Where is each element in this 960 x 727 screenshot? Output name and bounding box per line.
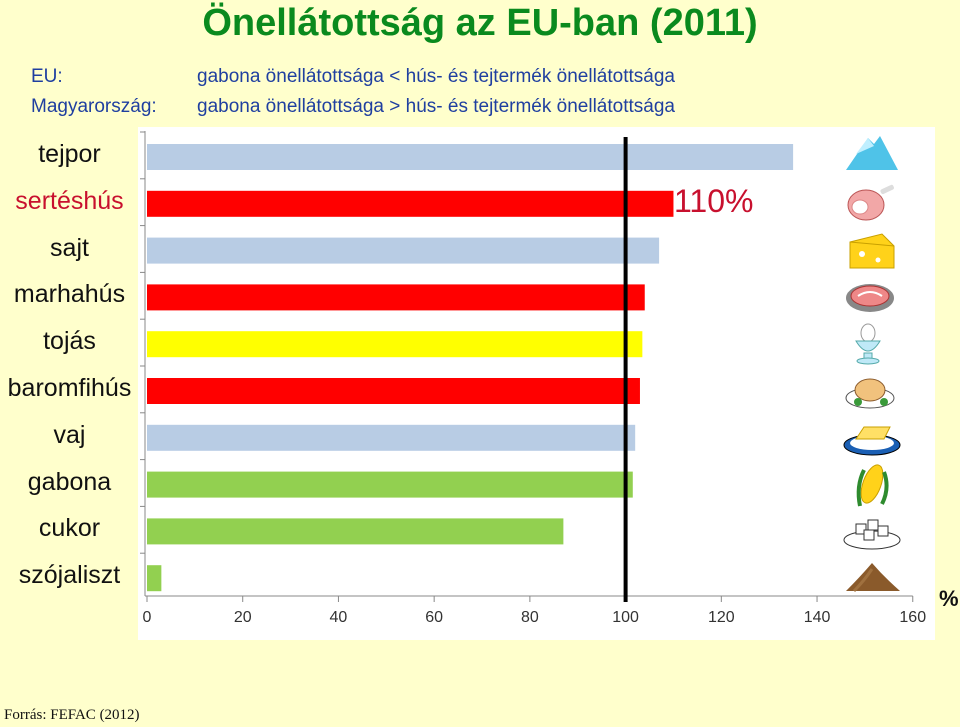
x-tick-label: 0 [143, 609, 152, 626]
x-tick-label: 100 [612, 609, 639, 626]
subtitle-eu-text: gabona önellátottsága < hús- és tejtermé… [197, 66, 675, 87]
subtitle-hungary-label: Magyarország: [31, 96, 157, 117]
x-tick-label: 60 [425, 609, 443, 626]
category-label-sajt: sajt [50, 233, 89, 262]
x-tick-label: 120 [708, 609, 735, 626]
ham-icon [847, 184, 894, 221]
bar-szójaliszt [147, 565, 162, 592]
bar-tojás [147, 331, 643, 358]
category-label-szójaliszt: szójaliszt [18, 561, 121, 590]
bar-cukor [147, 518, 564, 545]
butter-dish-icon [843, 426, 901, 456]
steak-icon [846, 284, 894, 313]
category-label-tojás: tojás [43, 327, 96, 356]
x-tick-label: 20 [234, 609, 252, 626]
category-label-cukor: cukor [38, 514, 101, 543]
bar-sertéshús [147, 190, 674, 217]
bar-baromfihús [147, 378, 640, 404]
plot-area: 0 20 40 60 80 100 120 140 160 [138, 127, 935, 640]
subtitle-hungary-text: gabona önellátottsága > hús- és tejtermé… [197, 96, 675, 117]
sugar-cubes-icon [843, 519, 901, 550]
corn-icon [856, 464, 889, 506]
category-label-vaj: vaj [53, 420, 86, 449]
x-tick-label: 140 [804, 609, 831, 626]
unit-label: % [939, 586, 959, 611]
bar-chart: 0 20 40 60 80 100 120 140 160 [140, 131, 926, 626]
chart-title: Önellátottság az EU-ban (2011) [202, 2, 758, 44]
milk-powder-icon [846, 136, 898, 170]
category-label-marhahús: marhahús [13, 280, 126, 309]
source-note: Forrás: FEFAC (2012) [4, 707, 140, 723]
roast-chicken-icon [845, 378, 895, 409]
category-label-tejpor: tejpor [38, 140, 101, 168]
x-tick-label: 40 [330, 609, 348, 626]
category-label-gabona: gabona [27, 467, 112, 496]
bar-tejpor [147, 144, 794, 170]
soy-meal-pile-icon [846, 563, 900, 593]
egg-cup-icon [855, 323, 881, 365]
annotation-110-percent: 110% [674, 183, 754, 219]
x-tick-label: 80 [521, 609, 539, 626]
x-tick-label: 160 [899, 609, 926, 626]
bar-gabona [147, 471, 633, 498]
subtitle-eu-label: EU: [31, 66, 63, 87]
bar-vaj [147, 424, 636, 451]
cheese-icon [849, 233, 895, 269]
bar-marhahús [147, 284, 645, 311]
category-label-sertéshús: sertéshús [15, 186, 124, 215]
category-label-baromfihús: baromfihús [7, 374, 132, 402]
bar-sajt [147, 237, 660, 264]
